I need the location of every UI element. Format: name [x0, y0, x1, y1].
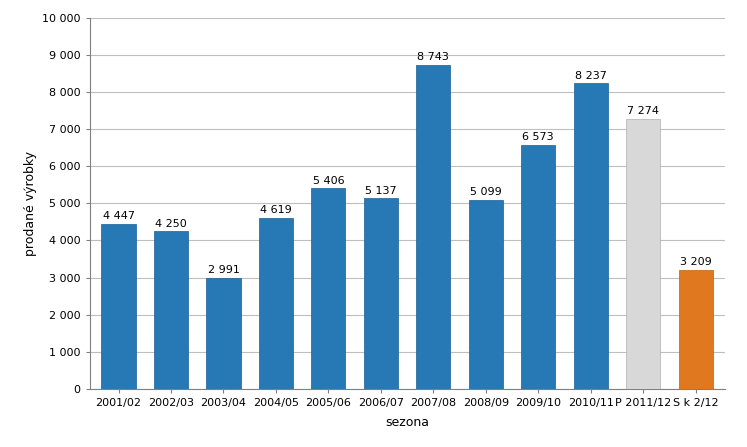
Text: 5 099: 5 099 [470, 187, 502, 197]
Text: 4 447: 4 447 [102, 211, 134, 221]
Bar [626, 119, 660, 389]
Text: 4 250: 4 250 [155, 219, 187, 228]
Bar [574, 83, 608, 389]
X-axis label: sezona: sezona [385, 416, 429, 429]
Bar [364, 198, 398, 389]
Bar [311, 188, 345, 389]
Text: 5 137: 5 137 [365, 186, 397, 196]
Text: 6 573: 6 573 [522, 132, 554, 143]
Text: 2 991: 2 991 [208, 266, 239, 275]
Bar [469, 200, 503, 389]
Bar [416, 64, 450, 389]
Text: 8 237: 8 237 [575, 71, 607, 81]
Text: 5 406: 5 406 [312, 176, 344, 186]
Text: 7 274: 7 274 [627, 106, 660, 116]
Bar [259, 218, 293, 389]
Bar [154, 231, 188, 389]
Bar [102, 224, 135, 389]
Bar [679, 270, 713, 389]
Text: 8 743: 8 743 [418, 52, 449, 62]
Bar [206, 278, 241, 389]
Y-axis label: prodané výrobky: prodané výrobky [24, 151, 37, 256]
Text: 3 209: 3 209 [680, 257, 712, 267]
Text: 4 619: 4 619 [260, 205, 292, 215]
Bar [521, 145, 555, 389]
